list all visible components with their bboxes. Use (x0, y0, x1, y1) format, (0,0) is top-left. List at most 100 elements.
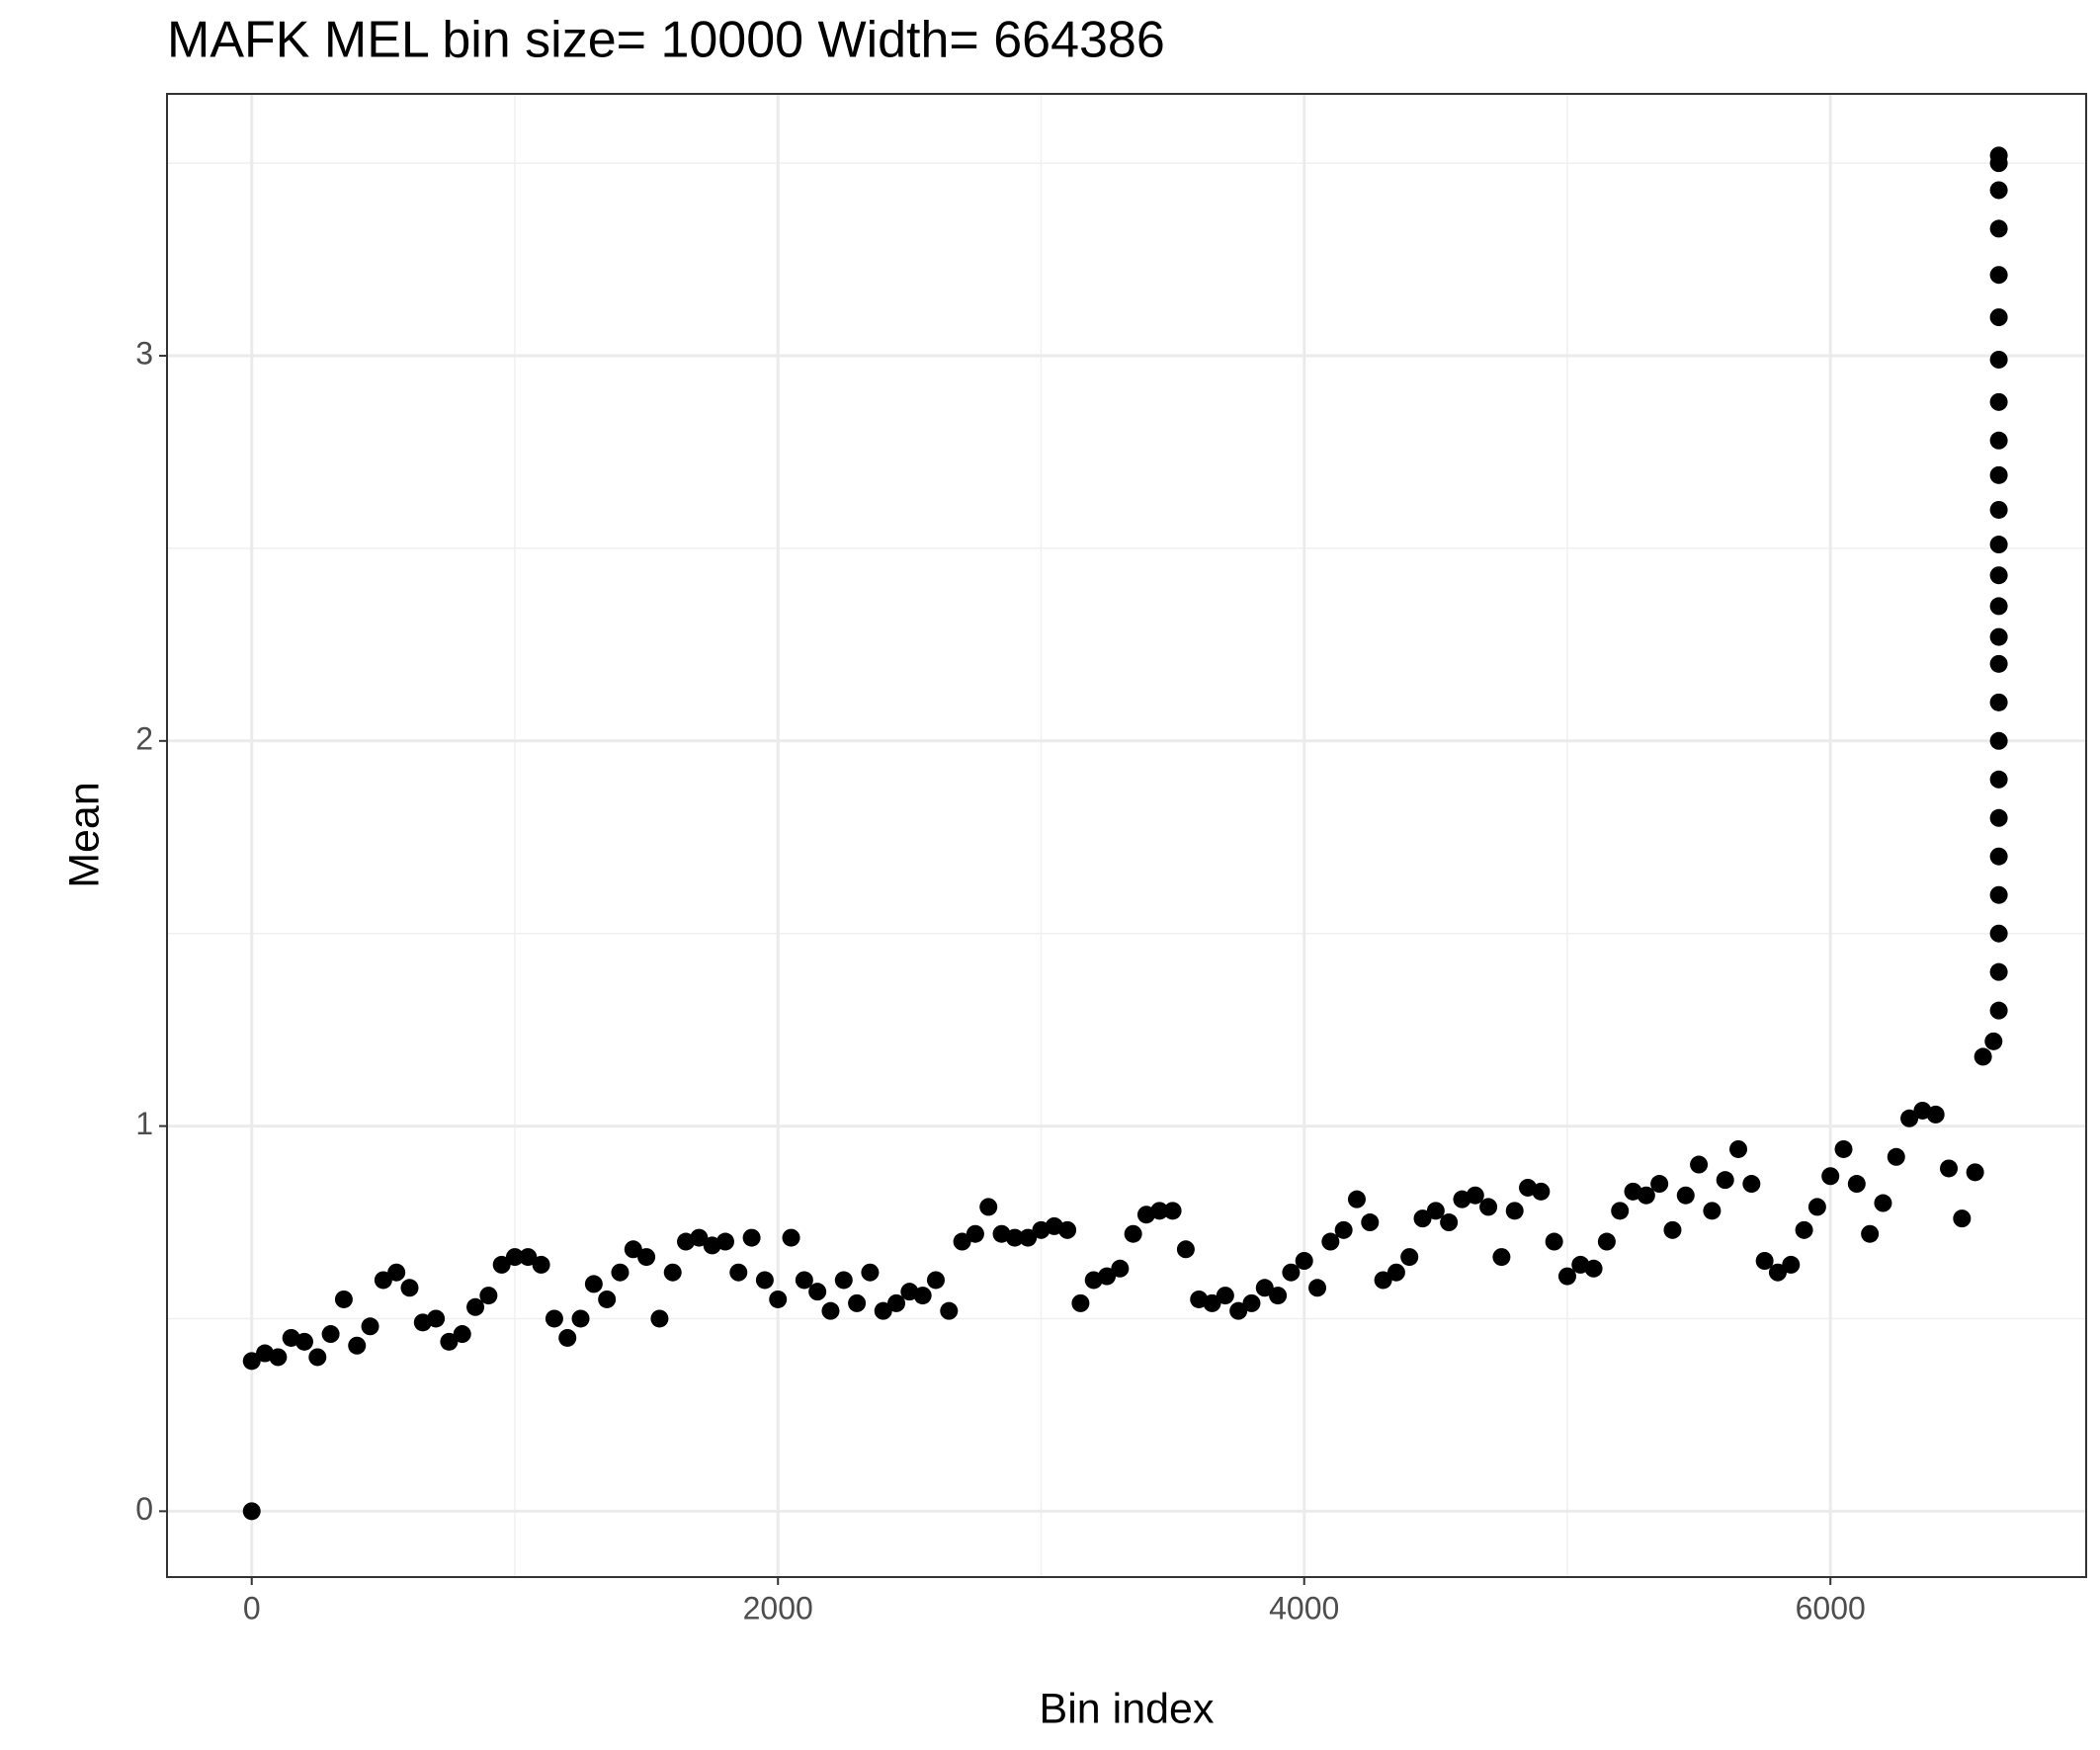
point (427, 1309, 446, 1328)
point (453, 1325, 471, 1344)
point (1282, 1263, 1301, 1282)
point (1989, 847, 2008, 866)
point (755, 1271, 774, 1290)
point (1768, 1263, 1787, 1282)
point (1479, 1198, 1498, 1216)
point (1926, 1105, 1945, 1124)
point (1755, 1251, 1774, 1270)
point (1098, 1267, 1117, 1286)
point (440, 1332, 459, 1351)
point (1887, 1147, 1905, 1166)
x-axis-title: Bin index (1040, 1685, 1215, 1732)
point (1989, 885, 2008, 904)
point (1989, 500, 2008, 519)
point (387, 1263, 406, 1282)
point (1374, 1271, 1392, 1290)
point (887, 1293, 906, 1312)
point (519, 1248, 538, 1267)
point (321, 1325, 340, 1344)
point (1989, 536, 2008, 554)
y-tick-label: 0 (135, 1491, 153, 1527)
y-axis-title: Mean (60, 782, 108, 888)
point (374, 1271, 392, 1290)
point (637, 1248, 656, 1267)
point (1255, 1279, 1274, 1297)
point (1703, 1202, 1722, 1220)
point (1729, 1139, 1748, 1158)
point (611, 1263, 630, 1282)
point (1782, 1255, 1801, 1274)
point (1295, 1251, 1313, 1270)
point (1637, 1186, 1655, 1205)
point (953, 1232, 971, 1251)
point (1611, 1202, 1630, 1220)
point (1989, 1001, 2008, 1020)
point (834, 1271, 853, 1290)
point (874, 1301, 892, 1320)
point (479, 1287, 498, 1305)
point (242, 1352, 261, 1371)
point (1690, 1155, 1709, 1174)
point (861, 1263, 880, 1282)
point (715, 1232, 734, 1251)
point (1557, 1267, 1576, 1286)
point (242, 1502, 261, 1521)
point (821, 1301, 840, 1320)
x-tick-label: 6000 (1796, 1590, 1866, 1625)
x-tick-label: 2000 (743, 1590, 813, 1625)
point (1466, 1186, 1484, 1205)
point (1989, 181, 2008, 200)
point (940, 1301, 959, 1320)
point (294, 1332, 313, 1351)
point (1386, 1263, 1405, 1282)
point (1584, 1259, 1603, 1278)
point (1163, 1202, 1182, 1220)
point (1989, 962, 2008, 981)
point (1676, 1186, 1695, 1205)
point (1821, 1167, 1840, 1186)
point (466, 1297, 485, 1316)
point (1492, 1248, 1511, 1267)
point (1071, 1293, 1090, 1312)
x-tick-label: 4000 (1269, 1590, 1339, 1625)
point (979, 1198, 998, 1216)
point (1124, 1224, 1142, 1243)
point (1321, 1232, 1340, 1251)
point (742, 1228, 761, 1247)
point (1834, 1139, 1853, 1158)
point (571, 1309, 590, 1328)
point (1400, 1248, 1419, 1267)
point (1347, 1190, 1366, 1208)
point (1984, 1032, 2003, 1050)
point (1440, 1213, 1459, 1232)
point (1861, 1224, 1880, 1243)
point (1203, 1293, 1221, 1312)
point (1308, 1279, 1327, 1297)
point (1989, 627, 2008, 646)
point (1807, 1198, 1826, 1216)
point (348, 1336, 367, 1355)
point (1019, 1228, 1038, 1247)
point (532, 1255, 550, 1274)
point (1874, 1194, 1892, 1212)
point (913, 1287, 932, 1305)
panel-border (166, 93, 2087, 1578)
point (598, 1290, 617, 1308)
point (1989, 146, 2008, 165)
point (1989, 392, 2008, 411)
point (1989, 350, 2008, 369)
point (848, 1293, 867, 1312)
point (1989, 770, 2008, 789)
point (1111, 1259, 1130, 1278)
point (1989, 431, 2008, 450)
point (1716, 1171, 1734, 1190)
chart-title: MAFK MEL bin size= 10000 Width= 664386 (167, 12, 1165, 69)
point (1847, 1175, 1866, 1194)
point (650, 1309, 669, 1328)
point (492, 1255, 511, 1274)
point (1005, 1228, 1024, 1247)
point (1532, 1182, 1551, 1201)
point (545, 1309, 563, 1328)
point (334, 1290, 353, 1308)
